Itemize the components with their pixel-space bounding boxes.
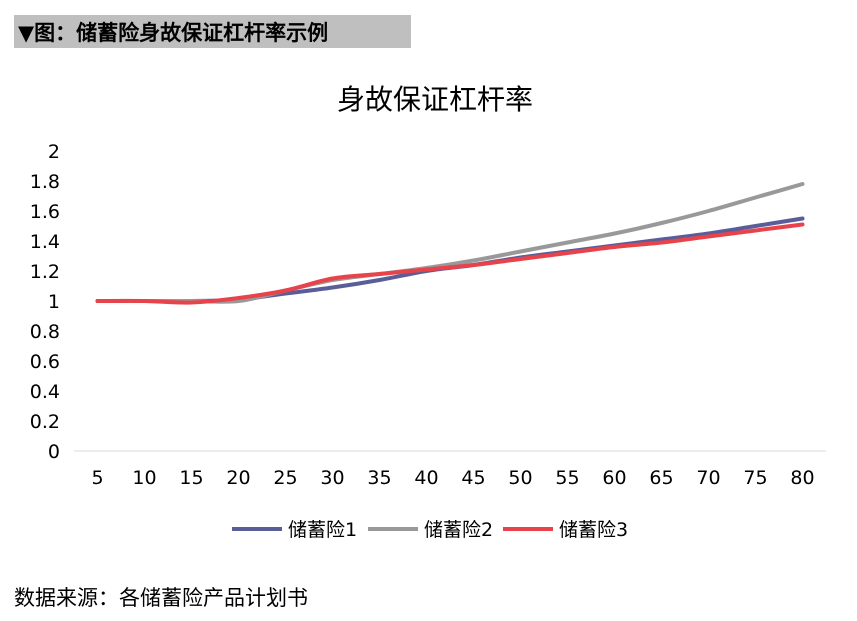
chart-title: 身故保证杠杆率	[337, 83, 533, 116]
x-tick-label: 45	[461, 467, 485, 489]
x-tick-label: 40	[414, 467, 438, 489]
y-tick-label: 0.6	[30, 351, 60, 373]
y-tick-label: 0	[48, 441, 60, 463]
x-tick-label: 25	[273, 467, 297, 489]
x-tick-label: 15	[179, 467, 203, 489]
series-line-3	[95, 222, 805, 305]
legend-label-3: 储蓄险3	[559, 519, 628, 541]
y-tick-label: 0.2	[30, 411, 60, 433]
x-tick-label: 35	[367, 467, 391, 489]
y-tick-label: 2	[48, 141, 60, 163]
legend-label-1: 储蓄险1	[288, 519, 357, 541]
y-tick-label: 0.4	[30, 381, 60, 403]
x-tick-label: 20	[226, 467, 250, 489]
y-tick-label: 1.4	[30, 231, 60, 253]
x-tick-label: 65	[649, 467, 673, 489]
x-tick-label: 5	[91, 467, 103, 489]
chart-axes: 00.20.40.60.811.21.41.61.825 10 15 20 25 30 35…	[30, 141, 826, 489]
source-note: 数据来源：各储蓄险产品计划书	[14, 586, 308, 610]
y-tick-label: 1.6	[30, 201, 60, 223]
chart-legend: 储蓄险1 储蓄险2 储蓄险3	[232, 519, 628, 541]
series-line-1	[95, 216, 805, 304]
x-tick-label: 50	[508, 467, 532, 489]
x-tick-label: 30	[320, 467, 344, 489]
header-title: ▼图：储蓄险身故保证杠杆率示例	[18, 20, 329, 45]
y-tick-label: 1.8	[30, 171, 60, 193]
series-line-2	[95, 182, 805, 304]
y-tick-label: 0.8	[30, 321, 60, 343]
y-tick-label: 1.2	[30, 261, 60, 283]
x-tick-label: 55	[555, 467, 579, 489]
header-bar: ▼图：储蓄险身故保证杠杆率示例	[14, 15, 411, 48]
x-tick-label: 80	[790, 467, 814, 489]
x-tick-label: 60	[602, 467, 626, 489]
x-tick-label: 10	[132, 467, 156, 489]
legend-label-2: 储蓄险2	[424, 519, 493, 541]
chart-series-lines	[95, 182, 805, 305]
y-tick-label: 1	[48, 291, 60, 313]
x-tick-label: 70	[696, 467, 720, 489]
x-tick-label: 75	[743, 467, 767, 489]
